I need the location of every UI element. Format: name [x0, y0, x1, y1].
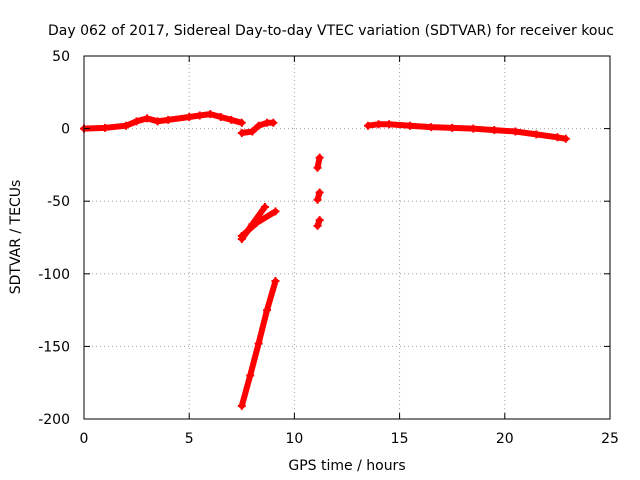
- data-point: [248, 127, 257, 136]
- y-tick-label: 0: [61, 122, 70, 138]
- data-point: [315, 216, 324, 225]
- data-point: [237, 128, 246, 137]
- y-tick-label: -100: [38, 267, 70, 283]
- plot-frame: [83, 55, 611, 420]
- data-point: [532, 130, 541, 139]
- series-line-arc-1-tail: [238, 119, 277, 136]
- series-layer: [80, 110, 570, 410]
- data-point: [263, 306, 272, 315]
- data-point: [164, 115, 173, 124]
- data-point: [206, 110, 215, 119]
- data-point: [143, 114, 152, 123]
- data-point: [561, 134, 570, 143]
- x-tick-label: 10: [285, 431, 303, 447]
- x-tick-label: 25: [601, 431, 619, 447]
- data-point: [313, 195, 322, 204]
- data-point: [237, 232, 246, 241]
- data-point: [490, 126, 499, 135]
- data-point: [216, 112, 225, 121]
- y-tick-labels: -200 -150 -100 -50 0 50: [38, 49, 70, 428]
- data-point: [132, 117, 141, 126]
- data-point: [153, 117, 162, 126]
- data-point: [237, 118, 246, 127]
- data-point: [374, 120, 383, 129]
- data-point: [553, 133, 562, 142]
- data-point: [448, 123, 457, 132]
- data-point: [364, 121, 373, 130]
- data-point: [246, 371, 255, 380]
- data-point: [313, 163, 322, 172]
- y-tick-label: 50: [52, 49, 70, 65]
- x-tick-label: 20: [496, 431, 514, 447]
- data-point: [254, 121, 263, 130]
- data-point: [385, 120, 394, 129]
- data-point: [511, 127, 520, 136]
- x-axis-title: GPS time / hours: [288, 458, 405, 474]
- x-tick-label: 0: [80, 431, 89, 447]
- y-axis-title: SDTVAR / TECUs: [8, 180, 24, 295]
- data-point: [254, 339, 263, 348]
- data-point: [195, 111, 204, 120]
- data-point: [237, 401, 246, 410]
- data-point: [427, 123, 436, 132]
- x-tick-labels: 0 5 10 15 20 25: [80, 431, 619, 447]
- data-point: [252, 218, 261, 227]
- y-tick-label: -150: [38, 339, 70, 355]
- data-point: [269, 118, 278, 127]
- axis-ticks: [83, 55, 611, 420]
- data-point: [315, 188, 324, 197]
- data-point: [271, 277, 280, 286]
- data-point: [315, 153, 324, 162]
- data-point: [122, 121, 131, 130]
- chart-title: Day 062 of 2017, Sidereal Day-to-day VTE…: [48, 23, 614, 39]
- x-tick-label: 15: [391, 431, 409, 447]
- data-point: [185, 112, 194, 121]
- data-point: [313, 221, 322, 230]
- data-point: [469, 124, 478, 133]
- data-point: [227, 115, 236, 124]
- data-point: [260, 203, 269, 212]
- x-tick-label: 5: [185, 431, 194, 447]
- data-point: [406, 121, 415, 130]
- y-tick-label: -50: [47, 194, 70, 210]
- grid: [84, 56, 610, 419]
- data-point: [101, 123, 110, 132]
- data-point: [271, 207, 280, 216]
- y-tick-label: -200: [38, 412, 70, 428]
